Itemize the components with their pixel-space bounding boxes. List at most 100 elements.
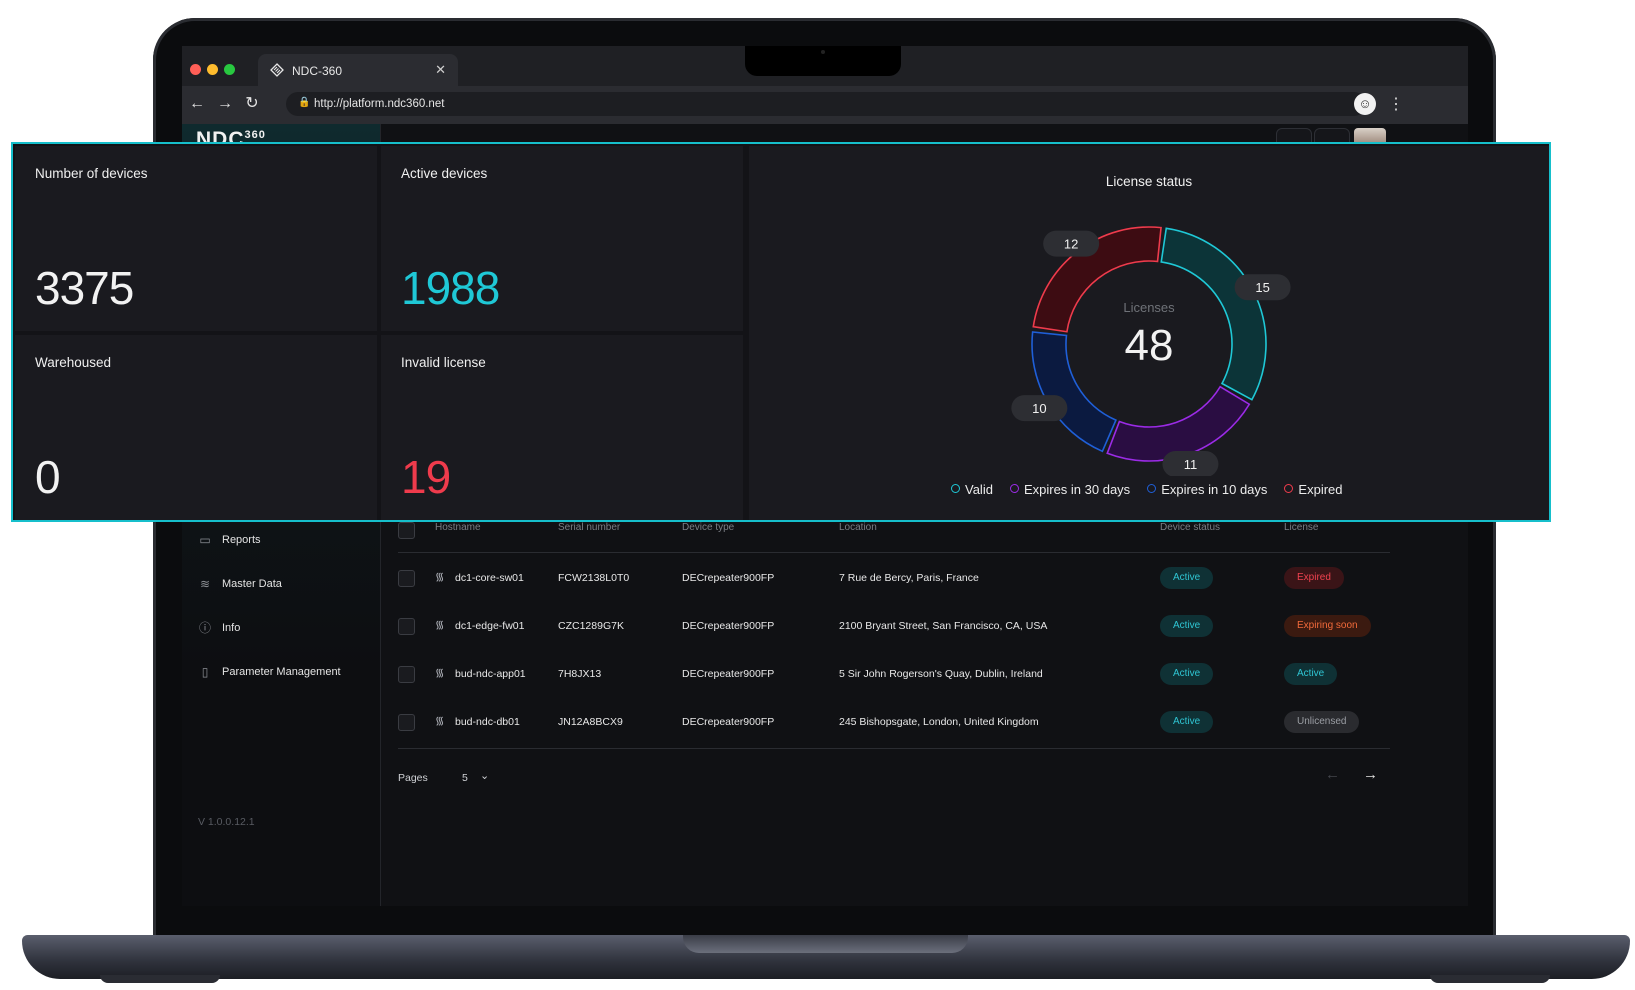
stat-label: Number of devices <box>35 166 148 181</box>
row-checkbox[interactable] <box>398 714 415 731</box>
url-field[interactable]: 🔒 http://platform.ndc360.net <box>286 92 1366 116</box>
legend-label: Expires in 10 days <box>1161 482 1268 497</box>
stat-value: 0 <box>35 451 61 503</box>
svg-text:15: 15 <box>1255 280 1269 295</box>
folder-icon: ▭ <box>199 533 211 547</box>
donut-value-label: 11 <box>1162 451 1219 476</box>
wifi-icon: ᯾ <box>435 715 445 727</box>
column-header-device-status[interactable]: Device status <box>1160 522 1221 533</box>
cell-device-type: DECrepeater900FP <box>682 572 775 584</box>
info-icon: ⓘ <box>198 621 211 635</box>
stat-label: Warehoused <box>35 355 112 370</box>
legend-item-expires-in-30-days[interactable]: Expires in 30 days <box>1009 482 1131 497</box>
ndc-logo-icon <box>270 63 284 77</box>
column-header-device-type[interactable]: Device type <box>682 522 735 533</box>
cell-serial: FCW2138L0T0 <box>558 572 630 584</box>
license-badge: Active <box>1284 663 1338 685</box>
chevron-down-icon[interactable]: ⌄ <box>480 770 490 782</box>
next-page-arrow-icon[interactable]: → <box>1363 766 1378 783</box>
license-badge: Unlicensed <box>1284 711 1360 733</box>
stat-value: 1988 <box>401 262 500 314</box>
donut-value-label: 12 <box>1043 230 1100 257</box>
svg-text:11: 11 <box>1184 457 1198 472</box>
table-header-divider <box>398 552 1390 553</box>
donut-segment-expires-in-30-days[interactable] <box>1106 385 1251 462</box>
donut-segment-expires-in-10-days[interactable] <box>1031 331 1117 453</box>
table-footer-divider <box>398 748 1390 749</box>
reload-icon[interactable]: ↻ <box>245 95 259 112</box>
license-donut-chart: Licenses 48 15 11 10 12 <box>1011 226 1291 476</box>
tab-title: NDC-360 <box>292 64 343 78</box>
back-arrow-icon[interactable]: ← <box>189 95 205 112</box>
browser-tab[interactable]: NDC-360 ✕ <box>258 54 458 86</box>
url-text: http://platform.ndc360.net <box>314 98 445 110</box>
donut-value-label: 10 <box>1011 395 1068 422</box>
more-menu-icon[interactable]: ⋮ <box>1388 96 1404 113</box>
donut-center-value: 48 <box>1125 321 1174 370</box>
column-header-serial-number[interactable]: Serial number <box>558 522 621 533</box>
laptop-base-notch <box>683 935 968 953</box>
cell-hostname[interactable]: dc1-edge-fw01 <box>455 620 525 632</box>
wifi-icon: ᯾ <box>435 571 445 583</box>
row-checkbox[interactable] <box>398 570 415 587</box>
tab-close-icon[interactable]: ✕ <box>435 62 446 77</box>
stat-card-warehoused[interactable]: Warehoused 0 <box>15 335 377 520</box>
chart-title: License status <box>1105 174 1193 189</box>
stat-value: 3375 <box>35 262 134 314</box>
database-icon: ≋ <box>199 577 211 591</box>
pages-select[interactable]: 5 <box>462 772 468 784</box>
wifi-icon: ᯾ <box>435 619 445 631</box>
previous-page-arrow-icon[interactable]: ← <box>1325 766 1340 783</box>
svg-text:10: 10 <box>1032 401 1046 416</box>
row-checkbox[interactable] <box>398 666 415 683</box>
column-header-location[interactable]: Location <box>839 522 877 533</box>
forward-arrow-icon[interactable]: → <box>217 95 233 112</box>
window-maximize-dot[interactable] <box>224 64 235 75</box>
donut-segment-expired[interactable] <box>1032 226 1162 333</box>
stat-value: 19 <box>401 451 451 503</box>
legend-label: Valid <box>965 482 993 497</box>
license-badge: Expiring soon <box>1284 615 1371 637</box>
laptop-foot-left <box>100 975 220 983</box>
document-icon: ▯ <box>201 665 209 679</box>
legend-item-expires-in-10-days[interactable]: Expires in 10 days <box>1147 482 1267 497</box>
license-badge: Expired <box>1284 567 1344 589</box>
stat-card-invalid-license[interactable]: Invalid license 19 <box>381 335 743 520</box>
cell-hostname[interactable]: bud-ndc-db01 <box>455 716 520 728</box>
stat-card-active-devices[interactable]: Active devices 1988 <box>381 146 743 331</box>
camera-icon <box>821 50 825 54</box>
donut-center-label: Licenses <box>1123 300 1175 315</box>
cell-device-type: DECrepeater900FP <box>682 668 775 680</box>
cell-hostname[interactable]: bud-ndc-app01 <box>455 668 526 680</box>
cell-location: 5 Sir John Rogerson's Quay, Dublin, Irel… <box>839 668 1043 680</box>
chart-legend: Valid Expires in 30 days Expires in 10 day… <box>951 482 1360 497</box>
wifi-icon: ᯾ <box>435 667 445 679</box>
window-close-dot[interactable] <box>190 64 201 75</box>
legend-item-valid[interactable]: Valid <box>951 482 993 497</box>
row-checkbox[interactable] <box>398 618 415 635</box>
cell-location: 2100 Bryant Street, San Francisco, CA, U… <box>839 620 1048 632</box>
sidebar-item-label: Info <box>222 622 241 634</box>
cell-hostname[interactable]: dc1-core-sw01 <box>455 572 524 584</box>
column-header-license[interactable]: License <box>1284 522 1319 533</box>
legend-dot-icon <box>1147 484 1157 493</box>
sidebar-item-label: Parameter Management <box>222 666 341 678</box>
status-badge: Active <box>1160 615 1214 637</box>
stat-label: Active devices <box>401 166 488 181</box>
lock-icon: 🔒 <box>298 97 311 108</box>
window-minimize-dot[interactable] <box>207 64 218 75</box>
select-all-checkbox[interactable] <box>398 522 415 539</box>
legend-label: Expires in 30 days <box>1023 482 1131 497</box>
stat-card-number-of-devices[interactable]: Number of devices 3375 <box>15 146 377 331</box>
donut-segment-valid[interactable] <box>1160 227 1267 401</box>
logo-superscript: 360 <box>244 129 266 141</box>
sidebar-item-label: Master Data <box>222 578 282 590</box>
legend-item-expired[interactable]: Expired <box>1284 482 1343 497</box>
column-header-hostname[interactable]: Hostname <box>435 522 481 533</box>
laptop-foot-right <box>1430 975 1550 983</box>
profile-icon[interactable]: ☺ <box>1354 93 1376 115</box>
donut-value-label: 15 <box>1234 274 1291 301</box>
legend-dot-icon <box>951 484 960 493</box>
cell-location: 245 Bishopsgate, London, United Kingdom <box>839 716 1039 728</box>
app-version: V 1.0.0.12.1 <box>198 816 255 828</box>
